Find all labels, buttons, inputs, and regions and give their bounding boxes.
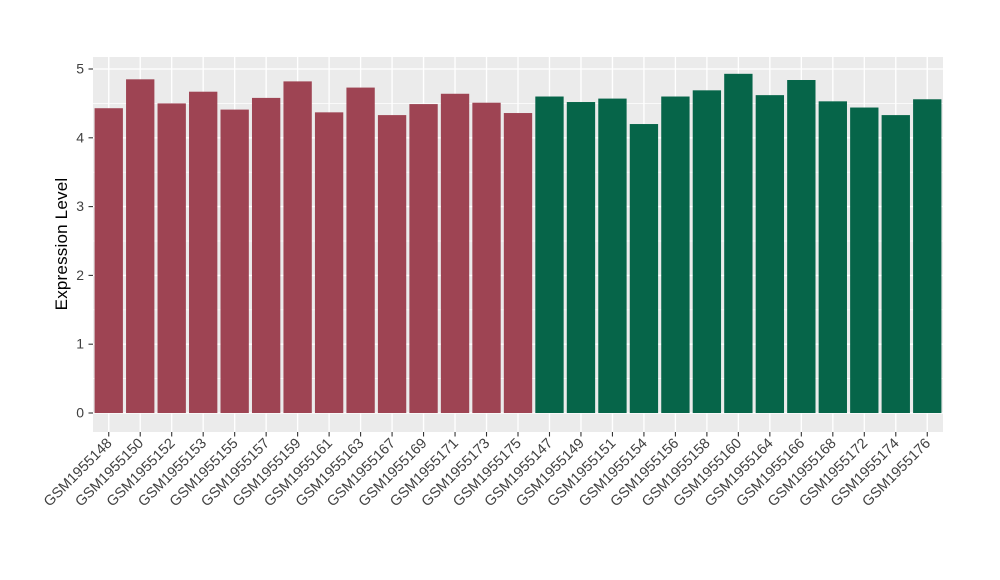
- y-tick-label: 3: [76, 198, 84, 214]
- bar-GSM1955148: [94, 108, 123, 413]
- bar-GSM1955163: [346, 87, 375, 414]
- y-axis-title: Expression Level: [52, 177, 71, 311]
- bar-GSM1955155: [220, 109, 249, 413]
- bar-GSM1955171: [440, 93, 470, 413]
- y-tick-label: 4: [76, 129, 84, 145]
- bar-GSM1955168: [818, 101, 847, 413]
- bar-GSM1955150: [126, 79, 155, 413]
- bar-GSM1955164: [755, 95, 785, 414]
- bar-GSM1955152: [157, 103, 186, 414]
- bar-GSM1955158: [692, 90, 722, 413]
- bar-GSM1955160: [724, 73, 753, 413]
- bar-GSM1955167: [377, 115, 407, 413]
- bar-GSM1955147: [535, 96, 564, 414]
- bar-GSM1955149: [566, 102, 596, 414]
- bar-GSM1955172: [850, 107, 879, 413]
- bar-GSM1955153: [189, 91, 218, 413]
- bar-GSM1955154: [629, 124, 659, 413]
- bar-GSM1955157: [251, 97, 281, 414]
- bar-GSM1955176: [913, 99, 942, 413]
- bar-GSM1955159: [283, 81, 312, 413]
- bar-GSM1955156: [661, 96, 690, 414]
- bar-GSM1955173: [472, 102, 501, 413]
- bar-GSM1955166: [787, 80, 816, 414]
- y-tick-label: 5: [76, 61, 84, 77]
- bar-GSM1955174: [881, 115, 910, 413]
- y-tick-label: 0: [76, 405, 84, 421]
- bar-GSM1955169: [409, 104, 438, 413]
- y-tick-label: 1: [76, 336, 84, 352]
- bar-GSM1955151: [598, 98, 627, 414]
- y-tick-label: 2: [76, 267, 84, 283]
- bar-GSM1955161: [314, 112, 344, 414]
- bar-GSM1955175: [503, 113, 533, 414]
